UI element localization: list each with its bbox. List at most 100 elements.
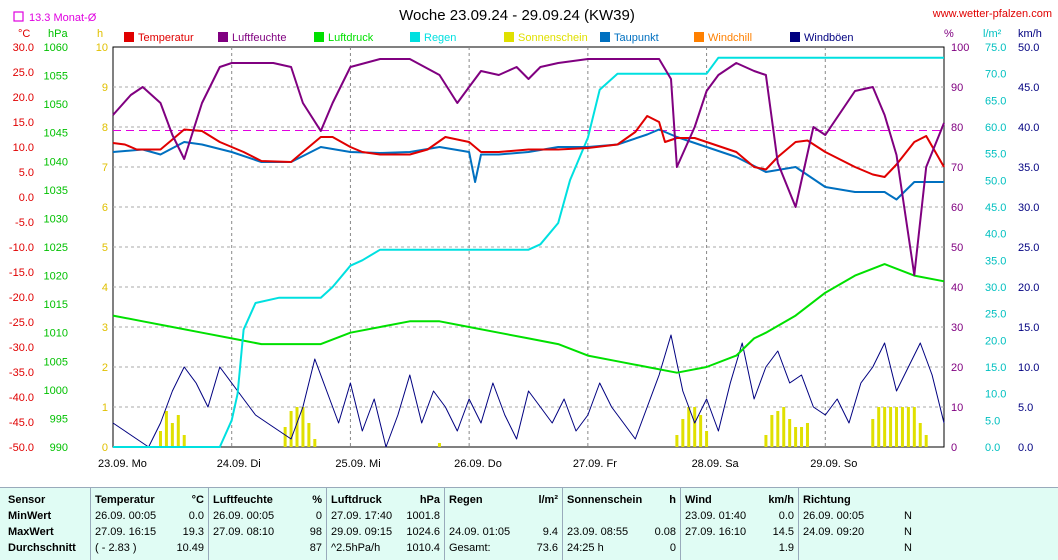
sunshine-bar <box>675 435 679 447</box>
legend-swatch <box>218 32 228 42</box>
table-row-label: MaxWert <box>8 526 54 538</box>
sunshine-bar <box>788 419 792 447</box>
sunshine-tick-label: 4 <box>102 282 108 294</box>
table-time-cell: 27.09. 17:40 <box>331 510 393 522</box>
rain-tick-label: 60.0 <box>985 122 1006 134</box>
pressure-tick-label: 1015 <box>44 299 68 311</box>
table-time-cell: 24:25 h <box>567 542 604 554</box>
humidity-tick-label: 100 <box>951 42 969 54</box>
humidity-tick-label: 70 <box>951 162 963 174</box>
sunshine-tick-label: 6 <box>102 202 108 214</box>
sunshine-bar <box>877 407 881 447</box>
table-column-divider <box>326 488 327 560</box>
table-value-cell: 87 <box>309 542 322 554</box>
table-header: Richtung <box>803 494 851 506</box>
temp-tick-label: -50.0 <box>9 442 34 454</box>
sunshine-bar <box>776 411 780 447</box>
sunshine-bar <box>770 415 774 447</box>
legend-label: Luftdruck <box>328 32 374 44</box>
sunshine-bar <box>705 431 709 447</box>
sunshine-bar <box>681 419 685 447</box>
legend-swatch <box>410 32 420 42</box>
sunshine-tick-label: 8 <box>102 122 108 134</box>
legend-swatch <box>600 32 610 42</box>
rain-tick-label: 65.0 <box>985 95 1006 107</box>
table-time-cell: Gesamt: <box>449 542 491 554</box>
sunshine-bar <box>906 407 910 447</box>
table-header-unit: l/m² <box>538 494 558 506</box>
table-header: Temperatur <box>95 494 155 506</box>
humidity-tick-label: 30 <box>951 322 963 334</box>
table-column-divider <box>444 488 445 560</box>
sunshine-bar <box>295 407 299 447</box>
sunshine-bar <box>164 411 168 447</box>
table-column-divider <box>680 488 681 560</box>
pressure-tick-label: 1060 <box>44 42 68 54</box>
series-line-regen <box>113 56 944 448</box>
temp-tick-label: 5.0 <box>19 167 34 179</box>
rain-tick-label: 5.0 <box>985 415 1000 427</box>
wind-tick-label: 25.0 <box>1018 242 1039 254</box>
legend-label: Regen <box>424 32 456 44</box>
pressure-tick-label: 1025 <box>44 242 68 254</box>
table-value-cell: 10.49 <box>176 542 204 554</box>
sunshine-tick-label: 9 <box>102 82 108 94</box>
table-time-cell: ( - 2.83 ) <box>95 542 137 554</box>
x-tick-label: 27.09. Fr <box>573 458 617 470</box>
pressure-tick-label: 1055 <box>44 71 68 83</box>
temp-tick-label: 10.0 <box>13 142 34 154</box>
sunshine-bar <box>158 431 162 447</box>
source-label: www.wetter-pfalzen.com <box>932 8 1052 20</box>
legend-label: Windböen <box>804 32 854 44</box>
rain-tick-label: 35.0 <box>985 255 1006 267</box>
table-value-cell: 1024.6 <box>406 526 440 538</box>
table-time-cell: 27.09. 16:10 <box>685 526 747 538</box>
table-header-unit: h <box>669 494 676 506</box>
sunshine-bar <box>176 415 180 447</box>
sunshine-tick-label: 7 <box>102 162 108 174</box>
table-time-cell: 24.09. 01:05 <box>449 526 511 538</box>
humidity-unit-label: % <box>944 28 954 40</box>
wind-tick-label: 0.0 <box>1018 442 1033 454</box>
table-header: Sonnenschein <box>567 494 643 506</box>
temp-tick-label: 25.0 <box>13 67 34 79</box>
sunshine-tick-label: 5 <box>102 242 108 254</box>
sunshine-bar <box>687 407 691 447</box>
rain-tick-label: 50.0 <box>985 175 1006 187</box>
table-value-cell: 0.0 <box>188 510 204 522</box>
sunshine-bar <box>900 407 904 447</box>
sunshine-bar <box>871 419 875 447</box>
table-value-cell: 9.4 <box>542 526 558 538</box>
sunshine-bar <box>883 407 887 447</box>
table-row-label: Durchschnitt <box>8 542 76 554</box>
table-header: Regen <box>449 494 483 506</box>
temp-unit-label: °C <box>18 28 30 40</box>
temp-tick-label: -20.0 <box>9 292 34 304</box>
table-time-cell: 27.09. 08:10 <box>213 526 275 538</box>
table-column-divider <box>562 488 563 560</box>
sunshine-bar <box>283 427 287 447</box>
sunshine-bar <box>912 407 916 447</box>
sunshine-bar <box>313 439 317 447</box>
wind-tick-label: 45.0 <box>1018 82 1039 94</box>
sunshine-bar <box>182 435 186 447</box>
table-column-divider <box>798 488 799 560</box>
humidity-tick-label: 90 <box>951 82 963 94</box>
humidity-tick-label: 0 <box>951 442 957 454</box>
table-time-cell: 29.09. 09:15 <box>331 526 393 538</box>
sunshine-bar <box>924 435 928 447</box>
rain-tick-label: 0.0 <box>985 442 1000 454</box>
temp-tick-label: -10.0 <box>9 242 34 254</box>
wind-tick-label: 30.0 <box>1018 202 1039 214</box>
wind-tick-label: 40.0 <box>1018 122 1039 134</box>
series-line-windböen <box>112 334 945 448</box>
temp-tick-label: -25.0 <box>9 317 34 329</box>
legend-swatch <box>790 32 800 42</box>
table-time-cell: ^2.5hPa/h <box>331 542 381 554</box>
wind-tick-label: 50.0 <box>1018 42 1039 54</box>
table-header-unit: km/h <box>768 494 794 506</box>
table-value-cell: 1001.8 <box>406 510 440 522</box>
table-value-cell: 0.0 <box>778 510 794 522</box>
temp-tick-label: -45.0 <box>9 417 34 429</box>
legend-label: Sonnenschein <box>518 32 588 44</box>
